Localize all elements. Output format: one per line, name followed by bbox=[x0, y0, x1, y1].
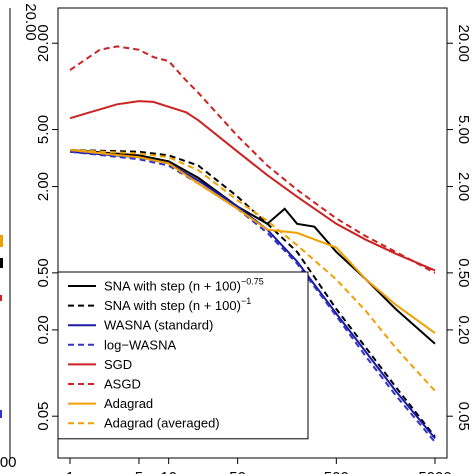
left-panel-tick-label-top: 20.00 bbox=[22, 3, 39, 41]
series-line-6 bbox=[69, 149, 436, 334]
legend-exponent-1: −1 bbox=[241, 296, 251, 306]
legend-box bbox=[57, 271, 309, 440]
y-tick-label-left-3: 2.00 bbox=[35, 172, 52, 201]
legend-label-6: Adagrad bbox=[104, 396, 153, 411]
left-panel-blue-fragment bbox=[0, 410, 2, 418]
x-tick-label-5: 5000 bbox=[418, 469, 451, 474]
legend-label-2: WASNA (standard) bbox=[104, 318, 213, 333]
x-tick-label-4: 500 bbox=[324, 469, 349, 474]
plot-frame bbox=[57, 7, 448, 459]
legend: SNA with step (n + 100)−0.75 SNA with ste… bbox=[57, 271, 309, 440]
legend-label-0: SNA with step (n + 100)−0.75 bbox=[104, 277, 264, 294]
series-layer bbox=[69, 45, 436, 443]
y-tick-label-right-0: 0.05 bbox=[455, 402, 472, 431]
x-tick-label-2: 10 bbox=[160, 469, 177, 474]
y-tick-label-right-1: 0.20 bbox=[455, 315, 472, 344]
left-panel-orange-fragment bbox=[0, 235, 3, 247]
y-tick-label-left-2: 0.50 bbox=[35, 258, 52, 287]
y-tick-label-left-5: 20.00 bbox=[35, 24, 52, 62]
left-panel-red-fragment bbox=[0, 295, 2, 301]
y-tick-label-left-4: 5.00 bbox=[35, 115, 52, 144]
left-panel-fragment: 20.00 100 bbox=[0, 3, 39, 471]
legend-label-4: SGD bbox=[104, 357, 132, 372]
legend-label-5: ASGD bbox=[104, 377, 141, 392]
y-axis: 0.05 0.05 0.20 0.20 0.50 0.50 2.00 2.00 5.00 5.00… bbox=[35, 24, 472, 430]
y-tick-label-right-3: 2.00 bbox=[455, 172, 472, 201]
series-line-3 bbox=[69, 150, 436, 443]
legend-label-3: log−WASNA bbox=[104, 337, 176, 352]
series-line-4 bbox=[69, 100, 436, 272]
x-tick-label-1: 5 bbox=[135, 469, 143, 474]
series-line-5 bbox=[69, 45, 436, 274]
left-panel-tick-label-bottom: 100 bbox=[0, 454, 17, 471]
x-tick-label-0: 1 bbox=[66, 469, 74, 474]
y-tick-label-right-4: 5.00 bbox=[455, 115, 472, 144]
x-tick-label-3: 50 bbox=[229, 469, 246, 474]
y-tick-label-right-5: 20.00 bbox=[455, 24, 472, 62]
y-tick-label-right-2: 0.50 bbox=[455, 258, 472, 287]
legend-exponent-0: −0.75 bbox=[241, 277, 264, 287]
legend-label-1: SNA with step (n + 100)−1 bbox=[104, 296, 251, 313]
series-line-1 bbox=[69, 149, 436, 438]
x-axis: 1 5 10 50 500 5000 bbox=[66, 458, 452, 474]
y-tick-label-left-1: 0.20 bbox=[35, 315, 52, 344]
left-panel-black-fragment bbox=[0, 258, 3, 268]
y-tick-label-left-0: 0.05 bbox=[35, 402, 52, 431]
legend-label-7: Adagrad (averaged) bbox=[104, 416, 220, 431]
